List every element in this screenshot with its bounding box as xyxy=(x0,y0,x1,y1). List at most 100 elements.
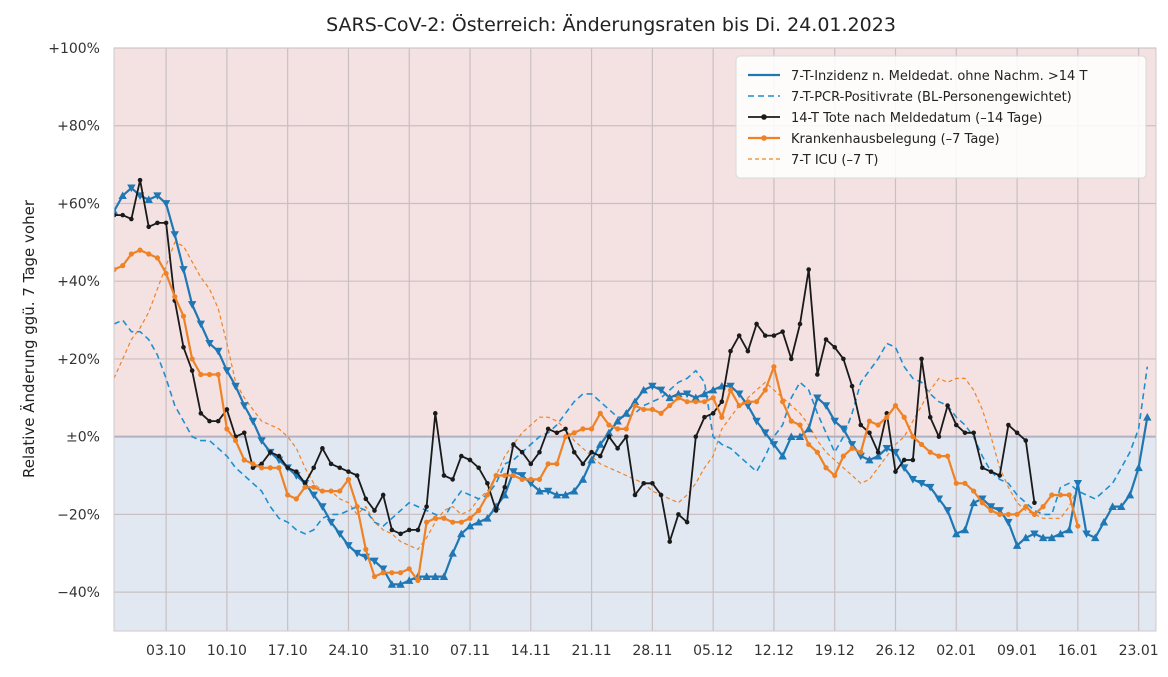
x-tick-label: 28.11 xyxy=(632,643,672,659)
x-tick-label: 26.12 xyxy=(875,643,915,659)
data-point xyxy=(962,480,968,486)
data-point xyxy=(268,449,273,455)
data-point xyxy=(701,399,708,405)
data-point xyxy=(387,580,397,588)
data-point xyxy=(995,507,1004,515)
data-point xyxy=(676,512,681,517)
data-point xyxy=(752,417,761,426)
data-point xyxy=(181,344,186,350)
data-point xyxy=(320,446,325,451)
data-point xyxy=(187,301,197,309)
data-point xyxy=(588,426,595,432)
y-tick-label: +60% xyxy=(57,196,100,212)
data-point xyxy=(641,481,646,486)
data-point xyxy=(406,527,412,533)
data-point xyxy=(154,255,161,261)
x-tick-label: 24.10 xyxy=(328,643,368,659)
data-point xyxy=(710,411,716,416)
data-point xyxy=(493,472,499,479)
data-point xyxy=(901,457,907,463)
data-point xyxy=(656,386,666,395)
data-point xyxy=(198,371,204,378)
data-point xyxy=(918,441,925,448)
data-point xyxy=(380,570,386,576)
data-point xyxy=(163,270,169,277)
data-point xyxy=(248,417,258,426)
data-point xyxy=(511,442,516,447)
data-point xyxy=(484,492,490,498)
x-tick-label: 12.12 xyxy=(754,643,794,659)
data-point xyxy=(769,441,779,449)
data-point xyxy=(847,441,857,449)
x-tick-label: 07.11 xyxy=(450,643,490,659)
data-point xyxy=(335,530,344,539)
data-point xyxy=(415,577,421,584)
data-point xyxy=(873,451,883,460)
data-point xyxy=(127,184,136,193)
data-point xyxy=(1125,490,1135,499)
x-tick-label: 21.11 xyxy=(572,643,612,659)
data-point xyxy=(397,570,404,576)
data-point xyxy=(474,517,483,526)
data-point xyxy=(502,472,508,479)
data-point xyxy=(787,432,796,441)
legend-marker xyxy=(761,114,767,120)
y-tick-label: +80% xyxy=(57,119,100,135)
data-point xyxy=(561,490,570,499)
data-point xyxy=(215,371,221,378)
data-point xyxy=(997,473,1002,478)
data-point xyxy=(806,441,812,448)
data-point xyxy=(370,557,379,566)
x-tick-label: 23.01 xyxy=(1119,643,1159,659)
data-point xyxy=(988,469,994,474)
data-point xyxy=(589,449,594,455)
data-point xyxy=(780,329,785,335)
data-point xyxy=(745,399,751,405)
data-point xyxy=(578,475,588,483)
data-point xyxy=(735,390,744,399)
data-point xyxy=(311,484,317,490)
data-point xyxy=(552,490,562,499)
data-point xyxy=(665,393,674,402)
data-point xyxy=(328,488,334,494)
data-point xyxy=(719,399,725,404)
data-point xyxy=(641,406,647,413)
data-point xyxy=(945,453,951,459)
data-point xyxy=(969,498,978,507)
data-point xyxy=(345,476,352,483)
data-point xyxy=(302,481,308,486)
data-point xyxy=(797,321,803,327)
data-point xyxy=(691,393,700,402)
data-point xyxy=(1005,511,1011,517)
data-point xyxy=(865,455,874,464)
data-point xyxy=(1117,502,1126,510)
data-point xyxy=(120,212,125,218)
data-point xyxy=(615,446,620,451)
data-point xyxy=(344,542,353,550)
data-point xyxy=(892,402,899,409)
data-point xyxy=(832,344,838,350)
data-point xyxy=(632,402,638,409)
data-point xyxy=(1143,413,1152,421)
series-group xyxy=(114,177,1152,588)
data-point xyxy=(231,382,240,391)
data-point xyxy=(457,529,466,538)
data-point xyxy=(528,476,534,483)
x-tick-label: 05.12 xyxy=(693,643,733,659)
data-point xyxy=(206,371,213,378)
data-point xyxy=(432,411,438,416)
data-point xyxy=(1014,430,1020,436)
data-point xyxy=(934,495,944,504)
data-point xyxy=(146,224,152,230)
data-point xyxy=(502,484,508,490)
data-point xyxy=(1038,533,1048,542)
data-point xyxy=(1073,479,1083,488)
data-point xyxy=(276,453,282,459)
data-point xyxy=(658,492,664,498)
data-point xyxy=(753,399,760,405)
data-point xyxy=(1006,422,1011,428)
data-point xyxy=(326,518,336,527)
data-point xyxy=(180,313,187,319)
data-point xyxy=(795,432,805,441)
data-point xyxy=(389,570,395,576)
